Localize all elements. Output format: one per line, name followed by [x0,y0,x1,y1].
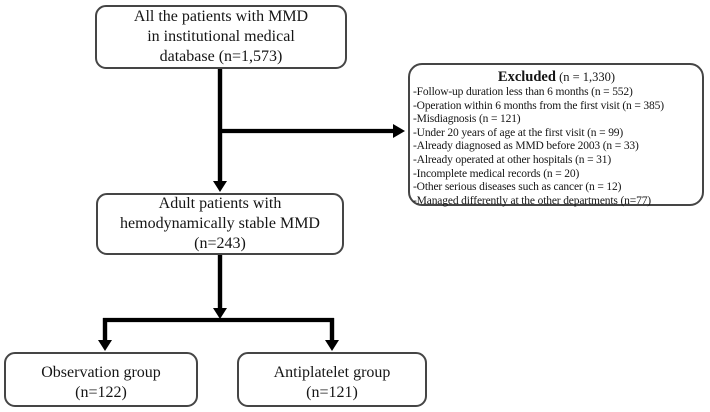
excluded-item: -Other serious diseases such as cancer (… [413,181,622,194]
box-adult-patients: Adult patients with hemodynamically stab… [96,193,344,255]
excluded-item: -Follow-up duration less than 6 months (… [413,86,633,98]
excluded-count: (n = 1,330) [559,70,616,84]
box-all-patients-line-2: in institutional medical [147,28,295,45]
excluded-item: -Managed differently at the other depart… [413,194,651,207]
box-adult-patients-line-2: hemodynamically stable MMD [120,215,320,232]
box-all-patients-line-3: database (n=1,573) [159,48,283,65]
excluded-title: Excluded [497,69,556,85]
box-antiplatelet-group: Antiplatelet group (n=121) [237,352,427,407]
arrow-top-to-middle [213,68,227,192]
excluded-header: Excluded (n = 1,330) [413,69,700,86]
box-all-patients-line-1: All the patients with MMD [133,8,309,25]
box-observation-group-line-1: Observation group [41,363,161,381]
box-antiplatelet-group-line-1: Antiplatelet group [273,363,391,381]
box-all-patients: All the patients with MMD in institution… [95,5,347,69]
box-adult-patients-line-3: (n=243) [194,235,246,252]
box-observation-group: Observation group (n=122) [4,352,198,407]
box-excluded: Excluded (n = 1,330) -Follow-up duration… [408,63,704,208]
excluded-item: -Already operated at other hospitals (n … [413,153,612,166]
arrow-branch-to-excluded [218,124,405,138]
box-adult-patients-line-1: Adult patients with [158,195,282,212]
arrow-split-to-observation [98,318,112,351]
excluded-items: -Follow-up duration less than 6 months (… [413,86,700,208]
arrow-middle-to-split [213,254,227,319]
box-antiplatelet-group-line-2: (n=121) [306,383,358,401]
excluded-item: -Misdiagnosis (n = 121) [413,113,521,126]
arrow-split-to-antiplatelet [325,318,339,351]
excluded-item: -Under 20 years of age at the first visi… [413,126,624,139]
box-observation-group-line-2: (n=122) [75,383,127,401]
excluded-item: -Incomplete medical records (n = 20) [413,167,580,180]
excluded-item: -Operation within 6 months from the firs… [413,99,664,112]
excluded-item: -Already diagnosed as MMD before 2003 (n… [413,140,639,153]
